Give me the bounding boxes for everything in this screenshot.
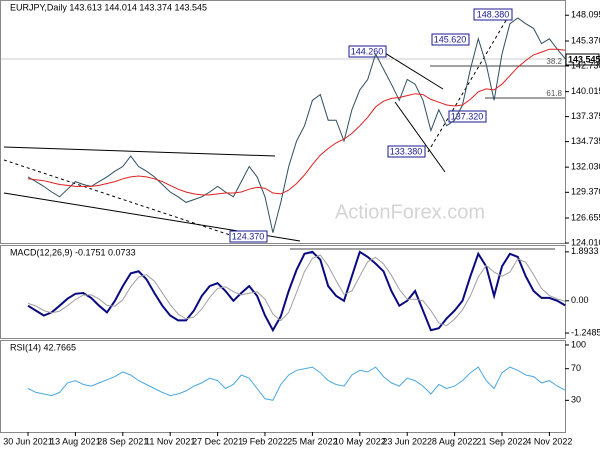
series-line [27, 17, 566, 233]
x-tick-label: 13 Aug 2021 [50, 436, 101, 446]
current-price: 143.545 [568, 54, 600, 64]
y-tick-label: 142.730 [571, 60, 600, 70]
label-box [229, 230, 268, 243]
label-box [448, 110, 487, 123]
x-tick-label: 25 Mar 2022 [287, 436, 338, 446]
y-tick-label: 132.030 [571, 162, 600, 172]
label-box [387, 145, 426, 158]
y-tick-label: 134.735 [571, 136, 600, 146]
y-tick-label: 126.655 [571, 212, 600, 222]
y-tick-label: 124.010 [571, 237, 600, 247]
x-tick-label: 9 Feb 2022 [242, 436, 288, 446]
fib-label: 38.2 [546, 57, 562, 66]
x-tick-label: 8 Aug 2022 [432, 436, 478, 446]
x-tick-label: 21 Sep 2022 [476, 436, 527, 446]
trendline [379, 49, 444, 90]
trendline [3, 159, 237, 238]
trendline [394, 101, 446, 173]
label-box [431, 33, 470, 46]
series-line [27, 48, 566, 196]
series-line [27, 366, 566, 401]
y-tick-label: 1.8933 [571, 246, 599, 256]
series-line [27, 250, 566, 333]
x-tick-label: 10 May 2022 [334, 436, 386, 446]
y-tick-label: 70 [571, 363, 581, 373]
y-tick-label: 137.375 [571, 111, 600, 121]
label-box [473, 8, 513, 21]
panel-title: RSI(14) 42.7665 [10, 342, 76, 352]
x-tick-label: 30 Jun 2021 [3, 436, 53, 446]
rsi-frame [0, 340, 566, 433]
y-tick-label: 140.015 [571, 86, 600, 96]
x-tick-label: 4 Nov 2022 [526, 436, 572, 446]
watermark: ActionForex.com [335, 201, 485, 223]
x-tick-label: 23 Jun 2022 [382, 436, 432, 446]
x-tick-label: 27 Dec 2021 [192, 436, 243, 446]
y-tick-label: -1.2485 [571, 327, 600, 337]
macd-frame [0, 245, 566, 339]
annotations: 148.380 145.620 144.260 137.320 133.380 … [229, 8, 600, 243]
annotation: 148.380 [477, 9, 510, 19]
annotation: 144.260 [351, 46, 384, 56]
price-box [565, 53, 600, 66]
x-tick-label: 11 Nov 2021 [145, 436, 195, 446]
series-line [27, 254, 566, 327]
annotation: 124.370 [232, 231, 265, 241]
x-tick-label: 28 Sep 2021 [97, 436, 148, 446]
y-tick-label: 100 [571, 339, 586, 349]
annotation: 137.320 [451, 111, 484, 121]
fib-label: 61.8 [546, 89, 562, 98]
y-tick-label: 148.095 [571, 10, 600, 20]
trendline [427, 11, 512, 153]
annotation: 133.380 [390, 146, 423, 156]
annotation: 145.620 [434, 34, 467, 44]
trendline [3, 146, 276, 157]
y-tick-label: 129.370 [571, 187, 600, 197]
panel-title: MACD(12,26,9) -0.1751 0.0733 [10, 247, 136, 257]
y-tick-label: 0.00 [571, 295, 589, 305]
panel-title: EURJPY,Daily 143.613 144.014 143.374 143… [10, 2, 207, 12]
y-tick-label: 145.370 [571, 35, 600, 45]
y-tick-label: 30 [571, 395, 581, 405]
price-frame [0, 0, 566, 244]
label-box [348, 45, 387, 58]
